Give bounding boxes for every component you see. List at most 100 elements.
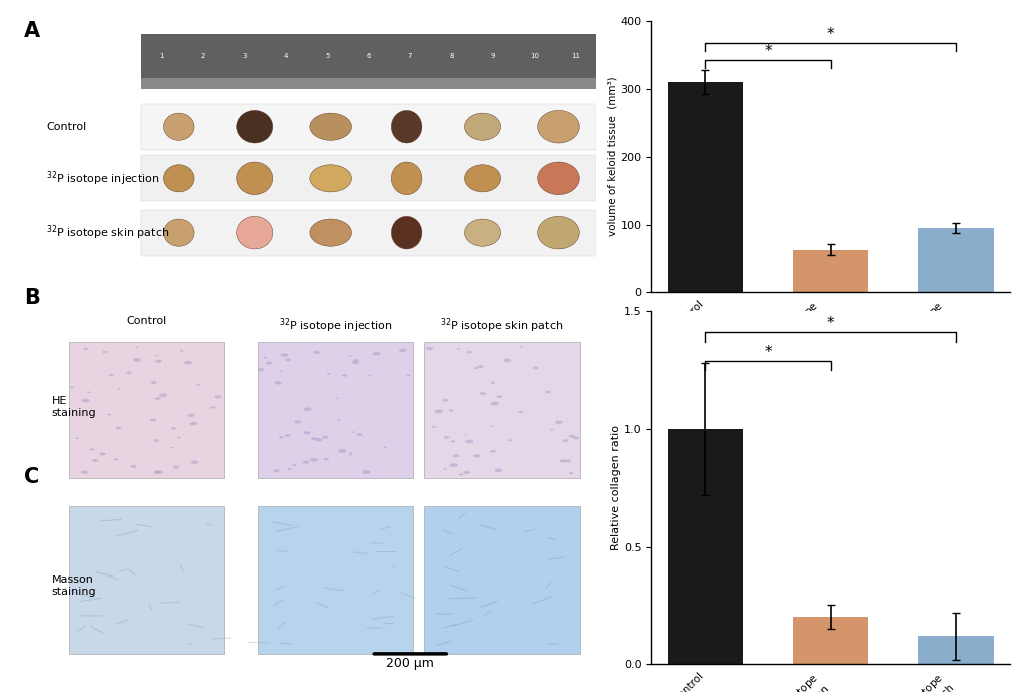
- Ellipse shape: [467, 351, 472, 354]
- Ellipse shape: [82, 399, 90, 403]
- Ellipse shape: [464, 219, 500, 246]
- Text: 3: 3: [242, 53, 247, 59]
- Ellipse shape: [108, 374, 113, 376]
- Ellipse shape: [537, 217, 579, 249]
- Ellipse shape: [341, 374, 346, 376]
- Ellipse shape: [172, 466, 179, 468]
- Ellipse shape: [310, 165, 352, 192]
- Ellipse shape: [473, 454, 480, 457]
- Ellipse shape: [347, 454, 352, 455]
- Text: *: *: [763, 44, 771, 60]
- Ellipse shape: [190, 422, 197, 426]
- Ellipse shape: [113, 458, 118, 460]
- Ellipse shape: [176, 437, 180, 438]
- Ellipse shape: [465, 439, 473, 444]
- Ellipse shape: [352, 361, 359, 364]
- Bar: [667, 429, 742, 664]
- Ellipse shape: [350, 452, 353, 453]
- Ellipse shape: [179, 350, 183, 352]
- Ellipse shape: [352, 431, 355, 432]
- Text: 6: 6: [366, 53, 371, 59]
- Ellipse shape: [304, 408, 311, 411]
- Ellipse shape: [279, 371, 282, 372]
- Ellipse shape: [155, 355, 158, 356]
- Text: Masson
staining: Masson staining: [52, 575, 97, 597]
- Ellipse shape: [150, 419, 156, 421]
- Text: *: *: [763, 345, 771, 360]
- Ellipse shape: [503, 358, 511, 363]
- Ellipse shape: [187, 414, 195, 417]
- Bar: [141, 155, 596, 201]
- Y-axis label: Relative collagen ratio: Relative collagen ratio: [610, 426, 621, 550]
- Bar: [792, 617, 867, 664]
- Ellipse shape: [304, 431, 310, 435]
- Ellipse shape: [126, 372, 131, 374]
- Ellipse shape: [75, 437, 78, 439]
- Ellipse shape: [391, 217, 422, 249]
- Ellipse shape: [442, 399, 448, 401]
- Ellipse shape: [163, 165, 194, 192]
- Ellipse shape: [565, 459, 571, 462]
- Text: C: C: [24, 467, 40, 487]
- Ellipse shape: [463, 471, 470, 474]
- Text: 7: 7: [408, 53, 412, 59]
- Ellipse shape: [130, 465, 137, 468]
- Text: 200 μm: 200 μm: [386, 657, 434, 671]
- Ellipse shape: [494, 468, 502, 472]
- Bar: [141, 35, 596, 78]
- Ellipse shape: [477, 365, 483, 368]
- Ellipse shape: [273, 469, 279, 472]
- Ellipse shape: [490, 426, 493, 427]
- Ellipse shape: [132, 358, 141, 362]
- Ellipse shape: [362, 470, 370, 474]
- Bar: [141, 210, 596, 256]
- Ellipse shape: [293, 420, 301, 424]
- Text: *: *: [826, 316, 834, 331]
- Ellipse shape: [315, 438, 322, 441]
- Text: $^{32}$P isotope skin patch: $^{32}$P isotope skin patch: [46, 224, 169, 242]
- Bar: [257, 506, 413, 654]
- Ellipse shape: [107, 414, 111, 416]
- Ellipse shape: [490, 450, 495, 453]
- Bar: [792, 250, 867, 293]
- Ellipse shape: [70, 386, 74, 388]
- Ellipse shape: [448, 410, 453, 412]
- Ellipse shape: [479, 392, 486, 395]
- Ellipse shape: [353, 359, 359, 362]
- Ellipse shape: [391, 111, 422, 143]
- Ellipse shape: [310, 113, 352, 140]
- Ellipse shape: [537, 162, 579, 194]
- Text: 10: 10: [529, 53, 538, 59]
- Ellipse shape: [549, 428, 553, 430]
- Ellipse shape: [83, 347, 89, 350]
- Ellipse shape: [274, 381, 281, 385]
- Text: $^{32}$P isotope skin patch: $^{32}$P isotope skin patch: [440, 316, 564, 335]
- Ellipse shape: [236, 162, 272, 194]
- Ellipse shape: [335, 398, 338, 399]
- Ellipse shape: [117, 388, 121, 390]
- Ellipse shape: [278, 436, 283, 438]
- Ellipse shape: [136, 347, 139, 348]
- Ellipse shape: [569, 472, 573, 474]
- Ellipse shape: [154, 439, 159, 442]
- Bar: [257, 343, 413, 478]
- Ellipse shape: [196, 383, 201, 385]
- Text: Control: Control: [46, 122, 87, 131]
- Text: $^{32}$P isotope injection: $^{32}$P isotope injection: [278, 316, 391, 335]
- Ellipse shape: [383, 446, 386, 448]
- Ellipse shape: [163, 113, 194, 140]
- Ellipse shape: [310, 219, 352, 246]
- Ellipse shape: [310, 458, 318, 462]
- Ellipse shape: [443, 436, 449, 439]
- Ellipse shape: [163, 219, 194, 246]
- Ellipse shape: [100, 453, 106, 455]
- Ellipse shape: [357, 433, 362, 436]
- Ellipse shape: [406, 374, 410, 376]
- Ellipse shape: [426, 347, 433, 350]
- Ellipse shape: [88, 392, 91, 393]
- Ellipse shape: [151, 381, 157, 384]
- Text: 2: 2: [201, 53, 205, 59]
- Text: HE
staining: HE staining: [52, 396, 97, 418]
- Ellipse shape: [155, 360, 162, 363]
- Bar: [141, 104, 596, 149]
